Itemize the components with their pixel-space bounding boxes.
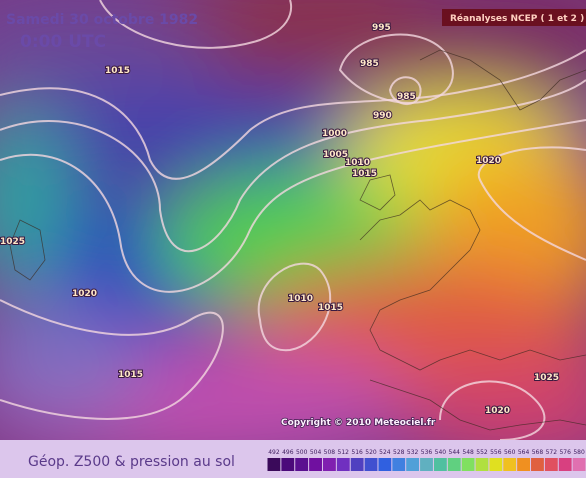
isobar-label: 985 [397,92,416,102]
scale-swatch [517,458,531,471]
scale-label: 556 [490,449,502,456]
isobar-label: 1000 [322,129,347,139]
scale-label: 576 [559,449,571,456]
scale-swatch [309,458,322,471]
scale-swatch [475,458,489,471]
scale-swatch [392,458,406,471]
scale-swatch [544,458,558,471]
scale-swatch [378,458,392,471]
scale-swatch [322,458,336,471]
copyright: Copyright © 2010 Meteociel.fr [281,418,436,428]
scale-label: 512 [338,449,350,456]
isobar-label: 1015 [318,303,343,313]
scale-label: 500 [296,449,308,456]
isobar-label: 1010 [288,294,313,304]
scale-swatch [267,458,281,471]
map-field: 1015995985985990100010051010101510201025… [0,0,586,440]
isobar-labels: 1015995985985990100010051010101510201025… [0,22,560,417]
isobar-label: 1010 [345,158,370,168]
scale-label: 540 [435,449,447,456]
scale-label: 508 [324,449,336,456]
scale-swatch [350,458,364,471]
footer-title: Géop. Z500 & pression au sol [28,454,235,470]
scale-swatch [572,458,586,471]
isobar-label: 990 [373,111,392,121]
scale-label: 568 [532,449,544,456]
scale-swatch [336,458,350,471]
isobars [0,0,586,440]
scale-label: 520 [365,449,377,456]
scale-swatch [406,458,420,471]
isobar-label: 1015 [118,370,143,380]
scale-swatch [558,458,572,471]
color-scale: 492 496 500 504 508 512 516 520 524 528 532 536 540 5… [267,449,586,471]
map-date: Samedi 30 octobre 1982 [6,12,198,28]
scale-label: 564 [518,449,530,456]
scale-label: 492 [268,449,280,456]
scale-label: 496 [282,449,294,456]
source-badge [442,9,586,26]
map-time: 0:00 UTC [20,32,106,52]
scale-label: 528 [393,449,405,456]
scale-swatch [281,458,295,471]
isobar-label: 1020 [476,156,501,166]
scale-label: 524 [379,449,391,456]
scale-label: 580 [573,449,585,456]
isobar-label: 1015 [105,66,130,76]
isobar-label: 995 [372,23,391,33]
scale-swatch [364,458,378,471]
scale-label: 536 [421,449,433,456]
scale-swatch [489,458,503,471]
scale-swatch [461,458,475,471]
isobar-label: 985 [360,59,379,69]
isobar-label: 1005 [323,150,348,160]
scale-swatch [531,458,544,471]
isobar-label: 1015 [352,169,377,179]
scale-label: 504 [310,449,322,456]
scale-label: 552 [476,449,488,456]
scale-label: 572 [546,449,558,456]
isobar-label: 1025 [534,373,559,383]
isobar-label: 1020 [72,289,97,299]
scale-label: 516 [351,449,363,456]
source-label: Réanalyses NCEP ( 1 et 2 ) [450,13,584,24]
scale-swatch [503,458,517,471]
scale-swatch [447,458,461,471]
scale-swatch [420,458,433,471]
scale-swatch [295,458,309,471]
coastlines [9,49,586,431]
scale-label: 548 [462,449,474,456]
scale-label: 560 [504,449,516,456]
scale-label: 544 [449,449,461,456]
isobar-label: 1025 [0,237,25,247]
isobar-label: 1020 [485,406,510,416]
scale-swatch [433,458,447,471]
scale-label: 532 [407,449,419,456]
